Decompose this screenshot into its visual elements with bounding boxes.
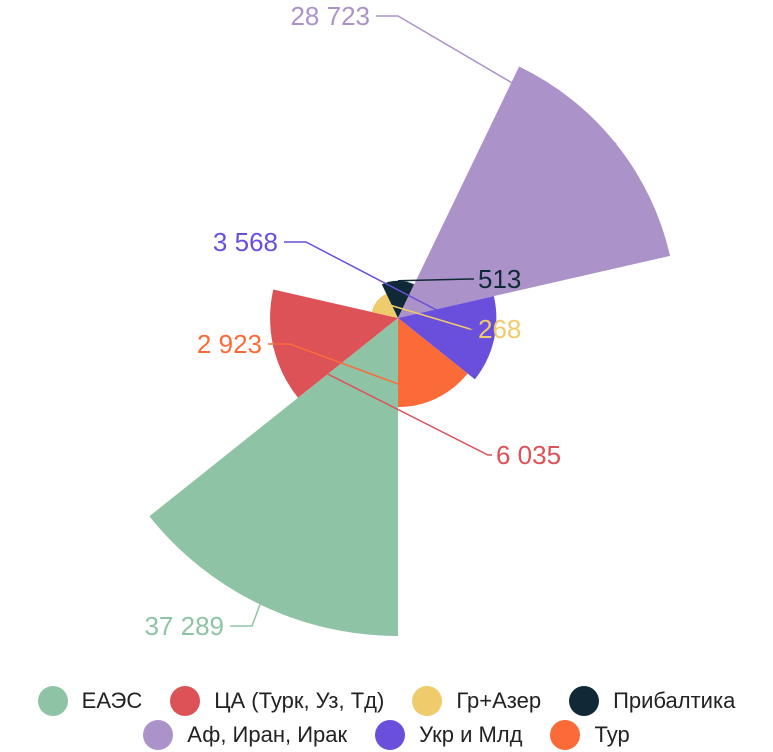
slice-1[interactable] xyxy=(270,289,398,398)
legend-item-eaes[interactable]: ЕАЭС xyxy=(37,686,143,716)
chart-value-labels: 37 289 6 035 268 513 28 723 3 568 2 923 xyxy=(144,1,561,641)
slice-4[interactable] xyxy=(398,66,671,318)
legend-swatch-ca xyxy=(170,686,201,716)
value-label-2: 268 xyxy=(478,314,521,344)
leader-line-3 xyxy=(397,278,474,282)
slice-2[interactable] xyxy=(371,293,398,318)
leader-line-1 xyxy=(272,345,492,456)
legend-row-2: Аф, Иран, Ирак Укр и Млд Тур xyxy=(0,718,773,752)
leader-line-5 xyxy=(284,241,495,341)
leader-line-0 xyxy=(230,604,261,627)
legend-label-eaes: ЕАЭС xyxy=(81,688,143,713)
legend-row-1: ЕАЭС ЦА (Турк, Уз, Тд) Гр+Азер Прибалтик… xyxy=(0,684,773,718)
legend-label-af-iran-irak: Аф, Иран, Ирак xyxy=(187,722,348,747)
slice-0[interactable] xyxy=(149,318,398,636)
value-label-0: 37 289 xyxy=(144,611,224,641)
legend-label-ca: ЦА (Турк, Уз, Тд) xyxy=(214,688,385,713)
leader-line-6 xyxy=(268,343,437,399)
value-label-4: 28 723 xyxy=(290,1,370,31)
legend-item-gr-azer[interactable]: Гр+Азер xyxy=(412,686,541,716)
leader-line-4 xyxy=(376,15,617,145)
legend-swatch-pribaltika xyxy=(569,686,600,716)
value-label-1: 6 035 xyxy=(496,440,561,470)
slice-3[interactable] xyxy=(381,280,415,318)
chart-leader-lines xyxy=(230,15,617,627)
legend-item-tur[interactable]: Тур xyxy=(550,720,630,750)
legend-swatch-tur xyxy=(550,720,581,750)
legend-swatch-af-iran-irak xyxy=(143,720,174,750)
legend-label-ukr-mld: Укр и Млд xyxy=(419,722,523,747)
legend-swatch-eaes xyxy=(37,686,68,716)
legend-item-ca[interactable]: ЦА (Турк, Уз, Тд) xyxy=(170,686,384,716)
legend-item-af-iran-irak[interactable]: Аф, Иран, Ирак xyxy=(143,720,347,750)
legend-item-ukr-mld[interactable]: Укр и Млд xyxy=(375,720,522,750)
legend-swatch-gr-azer xyxy=(412,686,443,716)
slice-6[interactable] xyxy=(398,318,468,408)
slice-5[interactable] xyxy=(398,296,497,380)
legend-label-pribaltika: Прибалтика xyxy=(613,688,736,713)
legend-label-tur: Тур xyxy=(594,722,630,747)
value-label-6: 2 923 xyxy=(197,329,262,359)
value-label-5: 3 568 xyxy=(213,227,278,257)
chart-legend: ЕАЭС ЦА (Турк, Уз, Тд) Гр+Азер Прибалтик… xyxy=(0,684,773,752)
value-label-3: 513 xyxy=(478,264,521,294)
legend-item-pribaltika[interactable]: Прибалтика xyxy=(569,686,735,716)
legend-swatch-ukr-mld xyxy=(375,720,406,750)
polar-area-chart: 37 289 6 035 268 513 28 723 3 568 2 923 xyxy=(144,1,671,641)
legend-label-gr-azer: Гр+Азер xyxy=(456,688,542,713)
chart-slices xyxy=(149,66,671,636)
